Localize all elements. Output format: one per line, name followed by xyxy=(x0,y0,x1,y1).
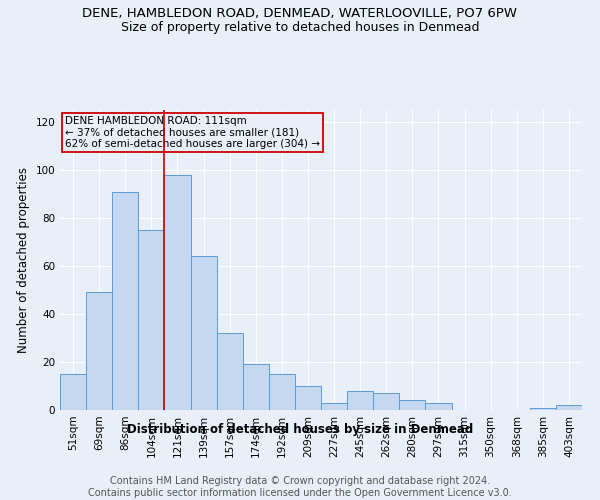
Text: DENE HAMBLEDON ROAD: 111sqm
← 37% of detached houses are smaller (181)
62% of se: DENE HAMBLEDON ROAD: 111sqm ← 37% of det… xyxy=(65,116,320,149)
Text: Contains HM Land Registry data © Crown copyright and database right 2024.
Contai: Contains HM Land Registry data © Crown c… xyxy=(88,476,512,498)
Bar xyxy=(373,393,400,410)
Text: Size of property relative to detached houses in Denmead: Size of property relative to detached ho… xyxy=(121,21,479,34)
Text: Distribution of detached houses by size in Denmead: Distribution of detached houses by size … xyxy=(127,422,473,436)
Bar xyxy=(112,192,139,410)
Bar xyxy=(425,403,452,410)
Bar xyxy=(321,403,347,410)
Text: DENE, HAMBLEDON ROAD, DENMEAD, WATERLOOVILLE, PO7 6PW: DENE, HAMBLEDON ROAD, DENMEAD, WATERLOOV… xyxy=(83,8,517,20)
Bar xyxy=(164,175,191,410)
Bar xyxy=(60,374,86,410)
Bar xyxy=(139,230,164,410)
Bar xyxy=(347,391,373,410)
Bar xyxy=(530,408,556,410)
Bar xyxy=(242,364,269,410)
Bar xyxy=(191,256,217,410)
Bar xyxy=(400,400,425,410)
Y-axis label: Number of detached properties: Number of detached properties xyxy=(17,167,30,353)
Bar xyxy=(556,405,582,410)
Bar xyxy=(217,333,243,410)
Bar xyxy=(86,292,112,410)
Bar xyxy=(295,386,321,410)
Bar xyxy=(269,374,295,410)
